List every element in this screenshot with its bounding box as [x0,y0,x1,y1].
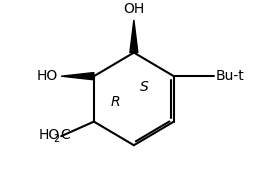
Text: HO: HO [36,69,57,83]
Polygon shape [61,73,94,80]
Text: Bu-t: Bu-t [216,69,244,83]
Text: C: C [60,128,70,142]
Text: 2: 2 [53,134,59,144]
Text: OH: OH [123,2,144,16]
Text: S: S [141,80,149,94]
Polygon shape [130,20,138,53]
Text: R: R [111,95,120,109]
Text: HO: HO [38,128,59,142]
